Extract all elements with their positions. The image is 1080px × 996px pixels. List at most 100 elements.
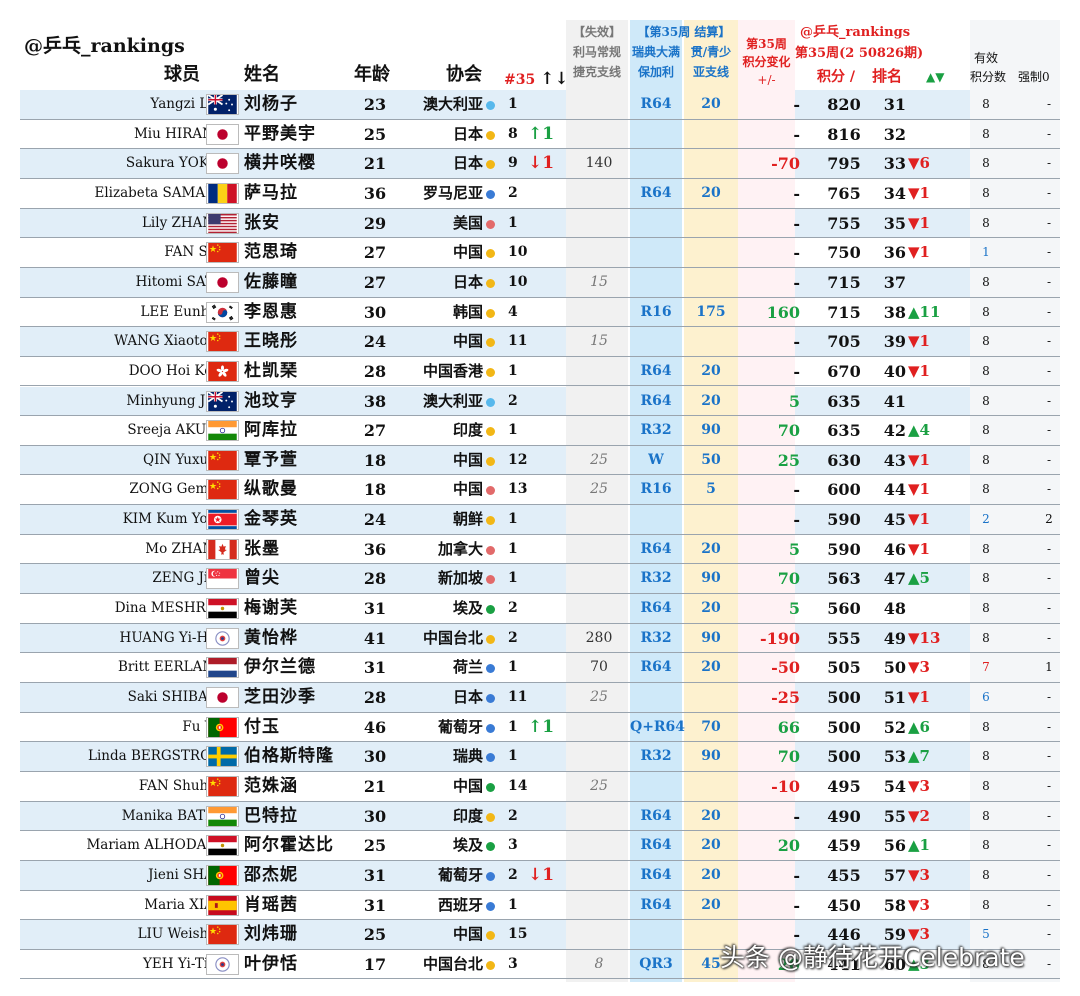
rou-flag-icon [206,182,239,204]
event-result: QR3 [639,955,673,972]
ranking-points: 750 [827,243,861,263]
event-result: R16 [640,303,672,320]
player-association: 中国台北 [422,954,483,973]
added-points [684,120,738,149]
player-age: 21 [363,154,387,174]
added-points: 20 [701,184,721,201]
expired-header-1: 【失效】 [572,25,621,39]
player-chinese-name: 范思琦 [244,242,298,263]
player-age: 30 [363,806,387,826]
row-band-right [795,505,970,534]
col-name-header: 姓名 [244,64,280,85]
player-chinese-name: 张墨 [244,538,280,559]
points-change: - [793,272,800,292]
ranking-points: 500 [827,747,861,767]
ranking-position: 35 [883,213,906,233]
table-row: HUANG Yi-Hua 黄怡桦 41 中国台北 2 280 R32 90 -190 555 49 ▼… [20,623,1060,654]
ranking-movement: ▼1 [908,361,930,380]
ranking-position: 31 [883,95,906,114]
ind-flag-icon [206,420,239,442]
player-chinese-name: 肖瑶茜 [244,894,298,915]
event-result: R64 [640,600,672,617]
player-chinese-name: 阿库拉 [244,420,298,441]
forced-zero-count: - [1046,363,1052,378]
week-rank: 2 [508,866,518,883]
ranking-position: 43 [883,450,906,470]
association-dot-icon [486,249,495,259]
ranking-movement: ▼3 [908,865,930,884]
association-dot-icon [486,486,495,496]
week-rank: 1 [508,896,518,913]
expired-points: 25 [590,689,608,705]
points-change: - [793,480,800,500]
ranking-position: 44 [883,480,906,500]
ranking-points: 795 [827,154,861,174]
player-english-name: HUANG Yi-Hua [119,629,225,646]
ranking-movement: ▲11 [908,302,941,321]
added-points [684,238,738,267]
table-row: Elizabeta SAMARA 萨马拉 36 罗马尼亚 2 R64 20 - 765 34 ▼1 8… [20,179,1060,209]
player-chinese-name: 李恩惠 [244,301,298,322]
player-association: 中国 [452,776,483,795]
added-points: 20 [701,392,721,409]
valid-point-count: 8 [982,393,990,408]
points-change: 20 [777,836,800,856]
ranking-points: 820 [827,95,861,114]
player-age: 24 [363,510,387,530]
points-change: 25 [777,450,800,470]
player-english-name: Dina MESHREF [114,600,225,617]
player-english-name: FAN Shuhan [138,777,225,794]
player-english-name: Mo ZHANG [145,540,225,557]
ranking-position: 41 [883,391,906,411]
row-band [20,801,566,831]
settle-header-2a: 瑞典大满 [631,45,680,59]
jpn-flag-icon [206,687,239,708]
table-row: Manika BATRA 巴特拉 30 印度 2 R64 20 - 490 55 ▼2 8 - [20,801,1060,832]
col-age-header: 年龄 [354,64,390,85]
event-result [630,209,682,238]
player-age: 31 [363,865,387,885]
added-points [684,209,738,238]
player-association: 瑞典 [452,747,483,766]
player-chinese-name: 芝田沙季 [244,687,316,707]
week-rank: 13 [508,481,528,498]
player-english-name: KIM Kum Yong [122,511,225,528]
points-change: 70 [777,569,800,589]
forced-zero-count: 1 [1045,660,1053,675]
valid-point-count: 8 [982,897,990,912]
esp-flag-icon [206,894,239,916]
ranking-movement: ▲1 [908,836,930,855]
player-age: 30 [363,747,387,767]
event-result [630,505,682,534]
expired-points: 140 [585,155,613,172]
valid-point-count: 8 [982,601,990,616]
week-rank: 15 [508,926,528,943]
points-change: 20 [777,954,800,974]
week-rank: 10 [508,273,528,290]
table-row: ZONG Geman 纵歌曼 18 中国 13 25 R16 5 - 600 44 ▼1 8 - [20,475,1060,506]
ranking-points: 563 [827,569,861,589]
expired-points: 25 [590,777,608,794]
player-age: 29 [363,213,387,233]
points-change: - [793,332,800,352]
table-row: Mariam ALHODABY 阿尔霍达比 25 埃及 3 R64 20 20 459 56 ▲1 8… [20,831,1060,861]
player-english-name: Lily ZHANG [141,214,225,231]
points-change: - [793,865,800,885]
ranking-movement: ▼1 [908,243,930,262]
player-association: 日本 [452,124,483,143]
change-header-2: 积分变化 [742,55,791,69]
week-rank: 2 [508,629,518,646]
valid-point-count: 8 [982,808,990,823]
ranking-points: 590 [827,539,861,559]
player-chinese-name: 横井咲樱 [244,153,316,174]
row-band [20,713,566,742]
association-dot-icon [486,545,495,555]
col-assoc-header: 协会 [446,64,482,85]
player-age: 25 [363,925,387,945]
expired-points: 8 [594,955,604,972]
table-row: Sakura YOKOI 横井咲樱 21 日本 9 ↓1 140 -70 795 33 ▼6 8 - [20,149,1060,179]
expired-points [569,861,629,890]
ranking-position: 37 [883,272,906,292]
ranking-points: 816 [827,124,861,144]
association-dot-icon [486,278,495,288]
